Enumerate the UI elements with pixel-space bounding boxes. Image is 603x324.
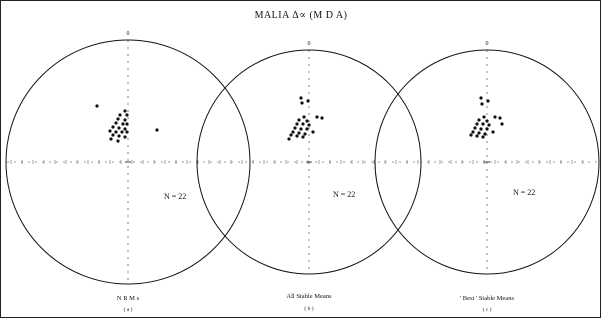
n-count-label-c: N = 22 bbox=[513, 188, 535, 197]
data-point bbox=[302, 115, 306, 119]
data-point bbox=[485, 119, 489, 123]
data-point bbox=[498, 116, 502, 120]
data-point bbox=[301, 135, 305, 139]
data-point bbox=[307, 123, 311, 127]
data-point bbox=[299, 96, 303, 100]
data-point bbox=[289, 133, 293, 137]
figure-title: MALIA Δ∝ (M D A) bbox=[255, 10, 348, 21]
data-point bbox=[118, 113, 122, 117]
data-point bbox=[114, 130, 118, 134]
data-point bbox=[481, 122, 485, 126]
stereonet-panel-b: 0 N = 22 All Stable Means ( b ) bbox=[196, 41, 422, 312]
data-point bbox=[311, 130, 315, 134]
n-count-label-a: N = 22 bbox=[164, 192, 186, 201]
data-point bbox=[123, 127, 127, 131]
data-point bbox=[491, 130, 495, 134]
data-point bbox=[295, 134, 299, 138]
sublabel-b: ( b ) bbox=[304, 305, 313, 312]
data-point bbox=[483, 132, 487, 136]
data-point bbox=[306, 99, 310, 103]
data-point bbox=[469, 133, 473, 137]
data-point bbox=[477, 118, 481, 122]
data-point bbox=[477, 131, 481, 135]
data-point bbox=[303, 132, 307, 136]
data-point bbox=[487, 123, 491, 127]
stereonet-panel-a: 0 N = 22 N R M s ( a ) bbox=[5, 31, 251, 313]
data-point bbox=[295, 122, 299, 126]
data-point bbox=[287, 137, 291, 141]
data-point bbox=[485, 127, 489, 131]
data-point bbox=[473, 126, 477, 130]
caption-b: All Stable Means bbox=[286, 293, 332, 300]
data-point bbox=[120, 130, 124, 134]
data-point bbox=[305, 127, 309, 131]
data-point bbox=[481, 135, 485, 139]
data-point bbox=[315, 115, 319, 119]
data-point bbox=[297, 131, 301, 135]
north-label-c: 0 bbox=[486, 41, 489, 47]
data-point bbox=[482, 115, 486, 119]
data-point bbox=[493, 115, 497, 119]
n-count-label-b: N = 22 bbox=[333, 190, 355, 199]
data-point bbox=[293, 126, 297, 130]
data-point bbox=[299, 127, 303, 131]
data-point bbox=[95, 104, 99, 108]
data-point bbox=[111, 133, 115, 137]
data-point bbox=[108, 129, 112, 133]
data-point bbox=[300, 101, 304, 105]
data-point bbox=[475, 122, 479, 126]
data-points-b bbox=[287, 96, 324, 141]
data-point bbox=[301, 122, 305, 126]
data-point bbox=[320, 116, 324, 120]
data-points-c bbox=[469, 96, 504, 139]
stereonet-figure: MALIA Δ∝ (M D A) 0 N = 22 N R M s ( a ) … bbox=[5, 10, 600, 313]
data-point bbox=[116, 139, 120, 143]
data-point bbox=[123, 118, 127, 122]
data-point bbox=[486, 99, 490, 103]
data-point bbox=[125, 122, 129, 126]
sublabel-c: ( c ) bbox=[483, 306, 492, 313]
stereonet-panel-c: 0 N = 22 ' Best ' Stable Means ( c ) bbox=[374, 41, 600, 313]
figure-frame: MALIA Δ∝ (M D A) 0 N = 22 N R M s ( a ) … bbox=[0, 0, 601, 318]
data-point bbox=[114, 121, 118, 125]
data-point bbox=[155, 128, 159, 132]
data-point bbox=[471, 130, 475, 134]
data-point bbox=[480, 102, 484, 106]
sublabel-a: ( a ) bbox=[124, 306, 133, 313]
data-point bbox=[305, 119, 309, 123]
data-points-a bbox=[95, 104, 159, 143]
data-point bbox=[116, 117, 120, 121]
data-point bbox=[500, 122, 504, 126]
data-point bbox=[125, 130, 129, 134]
caption-a: N R M s bbox=[117, 295, 140, 302]
data-point bbox=[111, 125, 115, 129]
data-point bbox=[123, 135, 127, 139]
data-point bbox=[475, 134, 479, 138]
caption-c: ' Best ' Stable Means bbox=[460, 295, 514, 302]
data-point bbox=[117, 126, 121, 130]
data-point bbox=[479, 96, 483, 100]
data-point bbox=[121, 122, 125, 126]
data-point bbox=[125, 113, 129, 117]
data-point bbox=[291, 130, 295, 134]
data-point bbox=[297, 118, 301, 122]
data-point bbox=[117, 134, 121, 138]
north-label-a: 0 bbox=[127, 31, 130, 37]
north-label-b: 0 bbox=[308, 41, 311, 47]
data-point bbox=[123, 109, 127, 113]
data-point bbox=[109, 137, 113, 141]
data-point bbox=[479, 127, 483, 131]
